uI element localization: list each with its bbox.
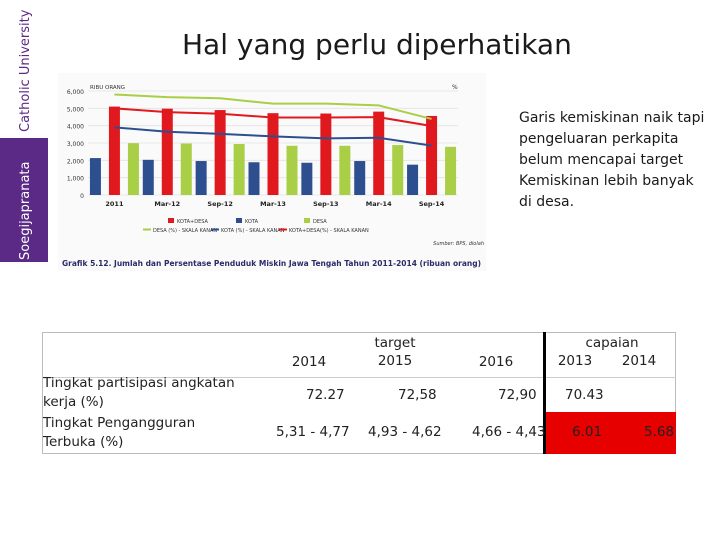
poverty-chart: 0 1,000 2,000 3,000 4,000 5,000 6,000 RIBU ORAN…	[58, 73, 486, 271]
x-tick-label: Sep-12	[207, 200, 233, 208]
y-tick-label: 6,000	[67, 89, 84, 96]
bar-kota	[89, 158, 101, 195]
bar-kota-desa	[108, 106, 120, 195]
header-capaian: capaian	[585, 335, 639, 351]
bar-kota	[248, 162, 260, 195]
chart-source: Sumber: BPS, diolah	[433, 241, 484, 247]
y-tick-label: 1,000	[67, 176, 84, 183]
row-label-tpt: Tingkat Pengangguran Terbuka (%)	[43, 415, 196, 450]
y-tick-label: 0	[80, 193, 84, 200]
tpt-capaian-2014: 5.68	[644, 424, 675, 440]
x-tick-label: Sep-13	[313, 200, 339, 208]
slide-note: Garis kemiskinan naik tapi pengeluaran p…	[519, 110, 705, 210]
tpt-2014: 5,31 - 4,77	[276, 424, 350, 440]
poverty-chart-svg: 0 1,000 2,000 3,000 4,000 5,000 6,000 RIBU ORAN…	[67, 84, 484, 247]
bar-kota-desa	[267, 113, 279, 195]
tpak-2016: 72,90	[498, 387, 537, 403]
legend-label: DESA (%) - SKALA KANAN	[153, 228, 217, 234]
x-tick-label: Mar-14	[366, 200, 392, 208]
bar-desa	[127, 143, 139, 195]
row-label-tpak: Tingkat partisipasi angkatan kerja (%)	[43, 375, 235, 410]
tpak-2014: 72.27	[306, 387, 345, 403]
y-tick-label: 2,000	[67, 158, 84, 165]
right-axis-unit: %	[452, 84, 458, 91]
sidebar-top-panel	[0, 0, 48, 138]
bar-desa	[180, 143, 192, 195]
tpt-2016: 4,66 - 4,43	[472, 424, 546, 440]
bar-kota	[195, 161, 207, 195]
left-axis-unit: RIBU ORANG	[90, 85, 125, 91]
legend-label: KOTA (%) - SKALA KANAN	[221, 228, 285, 234]
legend-swatch	[236, 218, 242, 223]
bar-kota-desa	[161, 108, 173, 195]
x-tick-label: 2011	[105, 200, 124, 208]
line-kota-desa-skala-kanan	[114, 107, 432, 127]
table-header-divider	[42, 377, 676, 378]
bar-kota-desa	[373, 111, 385, 195]
x-tick-label: Mar-12	[154, 200, 180, 208]
header-2016: 2016	[478, 354, 514, 370]
header-2013: 2013	[557, 353, 593, 369]
bar-desa	[445, 146, 457, 195]
x-tick-label: Sep-14	[419, 200, 445, 208]
sidebar-bottom-panel	[0, 138, 48, 262]
chart-caption: Grafik 5.12. Jumlah dan Persentase Pendu…	[62, 259, 482, 268]
bar-kota-desa	[426, 115, 438, 195]
bar-kota-desa	[320, 113, 332, 195]
line-desa-skala-kanan	[114, 93, 432, 120]
highlight-cell	[544, 412, 676, 454]
bar-desa	[233, 144, 245, 195]
legend-label: KOTA+DESA	[177, 219, 208, 225]
bar-kota	[407, 164, 419, 195]
legend-label: KOTA+DESA(%) - SKALA KANAN	[289, 228, 369, 234]
indicator-table: 2014 target 2015 2016 capaian 2013 2014 …	[42, 332, 676, 454]
tpt-2015: 4,93 - 4,62	[368, 424, 442, 440]
sidebar-branding: Catholic University Soegijapranata	[0, 0, 48, 262]
capaian-divider	[543, 332, 546, 454]
header-target: target	[374, 335, 416, 351]
slide-title: Hal yang perlu diperhatikan	[182, 28, 572, 61]
table-outline	[42, 332, 676, 454]
y-tick-label: 5,000	[67, 106, 84, 113]
bar-kota	[354, 161, 366, 195]
bar-desa	[339, 145, 351, 195]
line-kota-skala-kanan	[114, 126, 432, 147]
tpak-2015: 72,58	[398, 387, 437, 403]
sidebar-name-label: Soegijapranata	[18, 161, 33, 260]
bar-kota-desa	[214, 110, 226, 195]
tpak-capaian-2013: 70.43	[565, 387, 604, 403]
bar-kota	[301, 162, 313, 195]
y-tick-label: 4,000	[67, 124, 84, 131]
bar-desa	[392, 145, 404, 195]
legend-label: KOTA	[245, 219, 259, 225]
header-2014: 2014	[291, 354, 327, 370]
legend-swatch	[304, 218, 310, 223]
header-2014b: 2014	[621, 353, 657, 369]
x-tick-label: Mar-13	[260, 200, 286, 208]
bar-desa	[286, 145, 298, 195]
sidebar-university-label: Catholic University	[18, 9, 33, 132]
tpt-capaian-2013: 6.01	[572, 424, 603, 440]
legend-swatch	[168, 218, 174, 223]
bar-kota	[142, 159, 154, 195]
y-tick-label: 3,000	[67, 141, 84, 148]
header-2015: 2015	[377, 353, 413, 369]
legend-label: DESA	[313, 219, 327, 225]
